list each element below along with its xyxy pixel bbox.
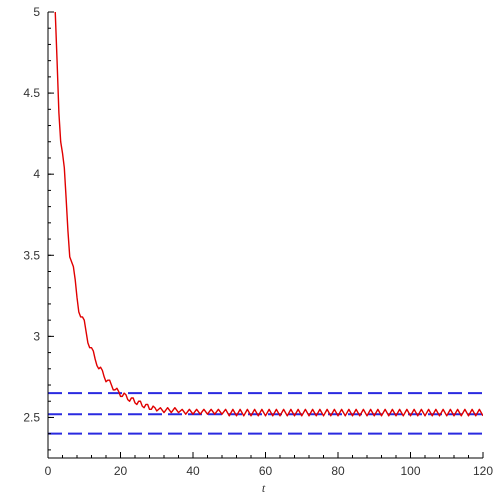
y-tick-label: 2.5 <box>23 410 40 424</box>
x-tick-label: 20 <box>114 464 128 478</box>
y-tick-label: 5 <box>33 5 40 19</box>
x-tick-label: 120 <box>473 464 493 478</box>
series-line-1 <box>54 11 483 417</box>
x-tick-label: 100 <box>400 464 420 478</box>
x-tick-label: 80 <box>331 464 345 478</box>
x-tick-label: 60 <box>259 464 273 478</box>
y-tick-label: 4 <box>33 167 40 181</box>
x-axis-label: t <box>262 481 266 495</box>
y-tick-label: 4.5 <box>23 86 40 100</box>
axes: 2.5 3 3.5 4 4.5 5 0 20 40 60 80 100 120 t <box>23 5 493 495</box>
plot-area <box>48 11 483 435</box>
x-tick-label: 0 <box>45 464 52 478</box>
y-tick-label: 3 <box>33 329 40 343</box>
x-tick-label: 40 <box>186 464 200 478</box>
y-tick-label: 3.5 <box>23 248 40 262</box>
